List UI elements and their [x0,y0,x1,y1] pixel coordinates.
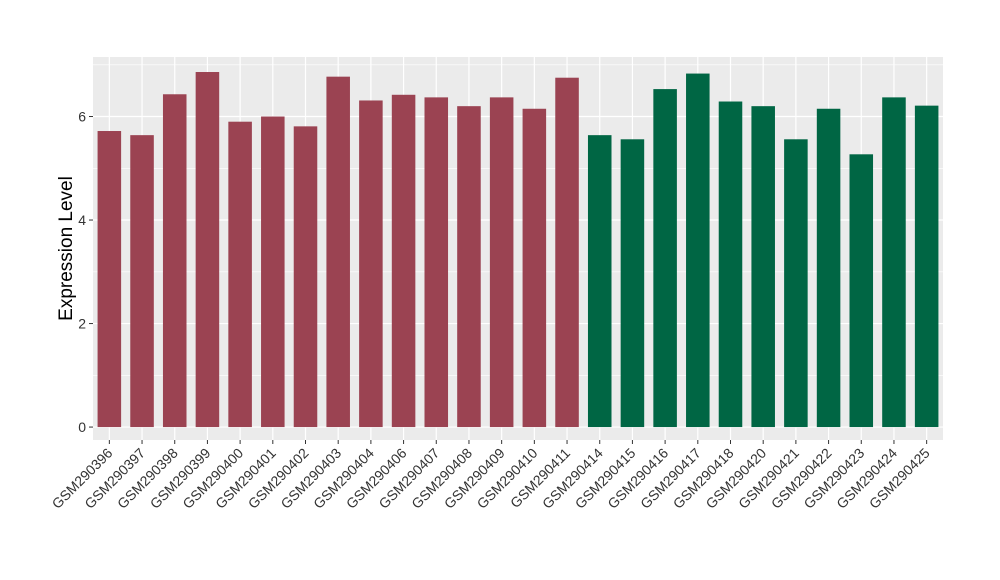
bar-GSM290425 [914,105,939,428]
bar-GSM290421 [784,139,808,428]
bar-GSM290417 [686,73,710,428]
bars [97,72,939,428]
bar-GSM290404 [359,100,383,428]
bar-GSM290418 [718,101,743,428]
bar-GSM290397 [130,135,154,428]
bar-GSM290407 [424,97,449,428]
bar-GSM290400 [228,121,252,428]
y-axis-ticks: 0 2 4 6 [78,109,93,435]
bar-GSM290403 [326,76,350,428]
bar-GSM290411 [555,77,579,428]
plot-panel [93,57,943,440]
y-axis-title: Expression Level [56,176,77,321]
bar-GSM290396 [97,131,122,428]
bar-GSM290414 [587,135,612,428]
bar-GSM290408 [457,106,481,428]
y-tick-label: 0 [78,419,86,435]
y-tick-label: 2 [78,316,86,332]
bar-GSM290406 [391,94,416,428]
bar-GSM290424 [882,97,906,428]
bar-GSM290415 [620,139,645,428]
bar-GSM290399 [195,72,220,428]
bar-GSM290410 [522,108,547,428]
bar-GSM290422 [816,108,841,428]
bar-GSM290420 [751,106,775,428]
bar-GSM290423 [849,154,874,428]
bar-GSM290409 [489,97,514,428]
y-tick-label: 6 [78,109,86,125]
bar-GSM290416 [653,89,677,428]
y-tick-label: 4 [78,212,86,228]
bar-GSM290401 [261,116,285,428]
bar-GSM290398 [162,94,187,428]
bar-GSM290402 [293,126,318,428]
x-axis-ticks: GSM290396GSM290397GSM290398GSM290399GSM2… [49,440,933,512]
